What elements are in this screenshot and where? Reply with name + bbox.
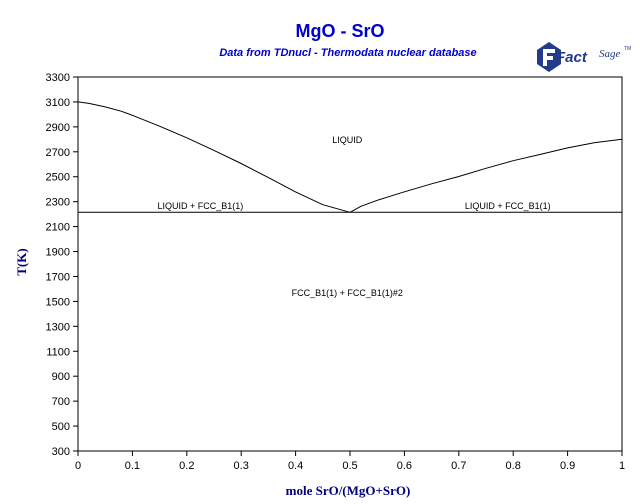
plot-axes: 0 0.1 0.2 0.3 0.4 0.5 0.6 0.7 0.8 0.9 130050070090… [46,72,626,472]
x-tick-label: 0.3 [234,460,249,472]
phase-region-label: LIQUID + FCC_B1(1) [158,201,244,211]
series-line-liquidus-mgo [77,101,351,213]
x-tick-label: 0.7 [451,460,466,472]
factsage-logo: Fact Sage TM [537,42,631,72]
x-tick-label: 1 [619,460,625,472]
y-tick-label: 2500 [46,172,70,184]
plot-frame [77,76,623,452]
y-tick-label: 700 [52,396,70,408]
y-tick-label: 3100 [46,97,70,109]
y-tick-label: 1300 [46,321,70,333]
y-tick-label: 1100 [46,346,70,358]
chart-title: MgO - SrO [296,21,385,41]
logo-tm-text: TM [624,46,631,52]
x-tick-label: 0.9 [560,460,575,472]
logo-brand-text: Fact [556,49,588,66]
x-tick-label: 0.8 [506,460,521,472]
logo-f-mark-icon [543,49,555,66]
y-tick-label: 1700 [46,271,70,283]
series-line-liquidus-sro [349,138,623,213]
phase-region-label: LIQUID + FCC_B1(1) [465,201,551,211]
phase-region-label: LIQUID [332,135,363,145]
phase-region-labels: LIQUID LIQUID + FCC_B1(1) LIQUID + FCC_B1(… [158,135,551,298]
chart-subtitle: Data from TDnucl - Thermodata nuclear da… [219,47,476,59]
y-tick-label: 2900 [46,122,70,134]
phase-region-label: FCC_B1(1) + FCC_B1(1)#2 [292,288,403,298]
y-tick-label: 2700 [46,147,70,159]
x-tick-label: 0.4 [288,460,303,472]
x-tick-label: 0.5 [342,460,357,472]
y-tick-label: 1900 [46,247,70,259]
x-axis-label: mole SrO/(MgO+SrO) [286,483,411,498]
x-tick-label: 0.2 [179,460,194,472]
y-tick-label: 1500 [46,296,70,308]
x-tick-label: 0.1 [125,460,140,472]
y-tick-label: 900 [52,371,70,383]
x-tick-label: 0.6 [397,460,412,472]
y-tick-label: 2100 [46,222,70,234]
y-axis-label: T(K) [14,248,29,275]
y-tick-label: 3300 [46,72,70,84]
x-tick-label: 0 [75,460,81,472]
logo-sage-text: Sage [599,48,621,60]
y-tick-label: 2300 [46,197,70,209]
phase-boundaries [77,101,623,213]
y-tick-label: 300 [52,446,70,458]
y-tick-label: 500 [52,421,70,433]
